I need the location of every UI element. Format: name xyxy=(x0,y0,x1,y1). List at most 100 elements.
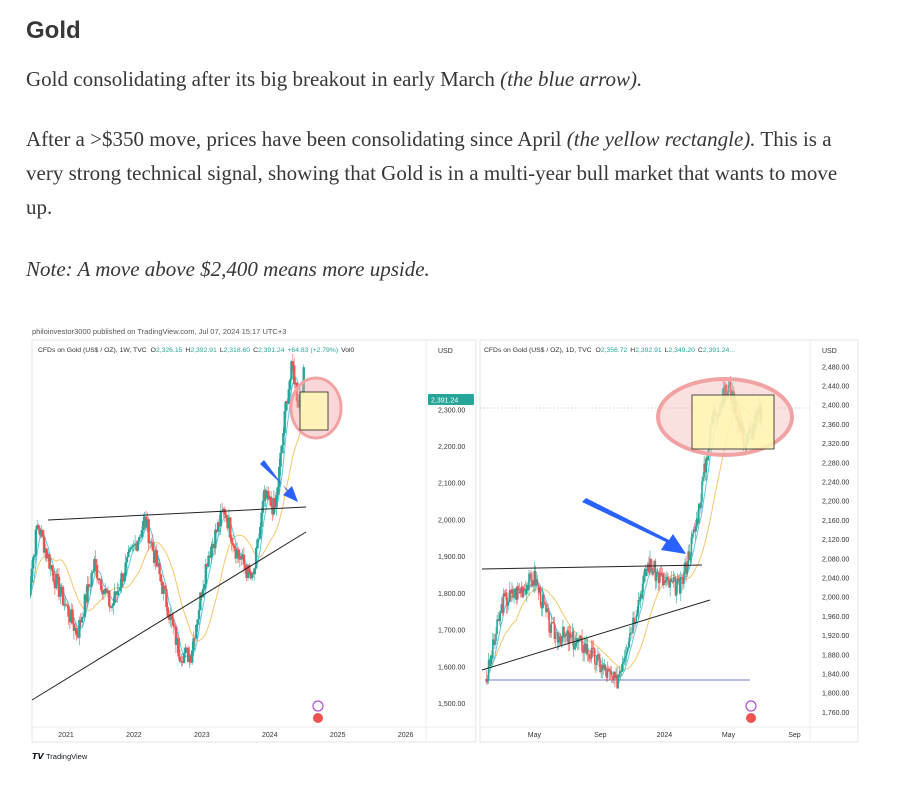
left-candle-body xyxy=(250,572,254,579)
left-candle-body xyxy=(42,536,46,553)
right-candle-body xyxy=(647,563,649,571)
paragraph-note: Note: A move above $2,400 means more ups… xyxy=(26,252,430,286)
left-candle-body xyxy=(79,619,82,623)
left-candle-body xyxy=(129,547,133,550)
right-candle-body xyxy=(704,463,706,473)
left-candle-body xyxy=(188,655,191,663)
right-candle-body xyxy=(583,643,585,653)
right-candle-body xyxy=(666,576,668,580)
left-candle-body xyxy=(167,617,171,620)
left-candle-body xyxy=(229,517,232,538)
right-breakout-arrow xyxy=(582,498,686,554)
paragraph-breakout-note: (the blue arrow). xyxy=(500,67,643,91)
tradingview-logo-text: TradingView xyxy=(46,752,88,761)
left-candle-body xyxy=(245,569,248,578)
right-x-axis: May Sep 2024 May Sep xyxy=(528,732,801,739)
right-candle-body xyxy=(724,385,727,402)
right-candle-body xyxy=(566,630,568,635)
left-candle-body xyxy=(272,498,276,515)
left-ohlc-c: 2,391.24 xyxy=(258,347,285,354)
right-candle-body xyxy=(523,588,526,590)
right-candle-body xyxy=(696,518,699,524)
left-candle-body xyxy=(55,573,58,589)
right-candle-body xyxy=(638,599,641,602)
right-candle-body xyxy=(630,632,632,634)
right-candle-body xyxy=(543,594,545,604)
left-candle-body xyxy=(158,563,161,575)
left-candle-body xyxy=(264,489,267,499)
right-candle-body xyxy=(528,573,530,590)
left-x-tick-2: 2023 xyxy=(194,732,210,739)
left-candle-body xyxy=(204,563,208,585)
left-candle-body xyxy=(259,526,262,539)
left-candle-body xyxy=(40,529,43,536)
left-candle-body xyxy=(230,537,233,544)
right-candle-body xyxy=(598,654,600,660)
right-candle-body xyxy=(593,648,596,664)
right-y-tick-9: 2,120.00 xyxy=(822,537,849,544)
right-candle-body xyxy=(650,558,652,568)
left-x-tick-0: 2021 xyxy=(58,732,74,739)
right-candle-body xyxy=(506,603,509,606)
left-candle-body xyxy=(282,433,285,446)
left-ohlc-o-label: O xyxy=(151,347,156,354)
left-candle-body xyxy=(135,543,138,551)
right-candle-body xyxy=(659,572,662,576)
left-candle-body xyxy=(242,554,246,565)
right-candle-body xyxy=(655,571,658,581)
left-candle-body xyxy=(211,543,214,547)
left-candle-body xyxy=(225,514,228,518)
right-x-tick-0: May xyxy=(528,732,542,739)
left-candle-body xyxy=(30,568,33,583)
right-ohlc-l: 2,349.20 xyxy=(668,347,695,354)
left-candle-body xyxy=(118,587,122,591)
left-breakout-arrow xyxy=(260,460,298,502)
right-candle-body xyxy=(672,577,675,583)
left-candle-body xyxy=(128,549,131,552)
right-candle-body xyxy=(705,457,708,473)
left-candle-body xyxy=(44,548,47,553)
left-candle-body xyxy=(152,550,156,563)
right-dividend-event-icon[interactable] xyxy=(745,700,757,712)
left-candle-body xyxy=(48,554,51,569)
right-candle-body xyxy=(507,601,510,604)
left-candle-body xyxy=(99,579,103,590)
right-x-tick-1: Sep xyxy=(594,732,607,739)
left-candle-body xyxy=(174,626,178,645)
right-candle-body xyxy=(686,567,688,575)
left-candle-body xyxy=(189,655,193,663)
right-ohlc-c: 2,391.24... xyxy=(703,347,735,354)
right-candle-body xyxy=(612,676,614,680)
right-y-tick-6: 2,000.00 xyxy=(822,595,849,602)
right-candle-body xyxy=(607,668,610,672)
left-consolidation-box xyxy=(299,391,329,431)
right-candle-body xyxy=(725,385,728,395)
right-candle-body xyxy=(544,603,546,605)
charts-svg: philoinvestor3000 published on TradingVi… xyxy=(30,327,859,761)
right-y-tick-17: 2,440.00 xyxy=(822,384,849,391)
right-ohlc-l-label: L xyxy=(665,347,669,354)
right-y-tick-18: 2,480.00 xyxy=(822,364,849,371)
left-candle-body xyxy=(173,625,176,627)
right-candle-body xyxy=(588,654,591,659)
left-candle-body xyxy=(136,541,140,551)
right-us-flag-event-icon[interactable] xyxy=(746,713,756,723)
right-candle-body xyxy=(562,626,564,637)
left-candle-body xyxy=(297,401,300,408)
left-candle-body xyxy=(283,411,286,434)
left-candle-body xyxy=(268,496,271,500)
left-candle-body xyxy=(113,591,116,604)
left-candle-body xyxy=(33,555,36,558)
right-candle-body xyxy=(579,635,581,640)
right-candle-body xyxy=(582,651,584,653)
right-candle-body xyxy=(670,578,673,582)
right-candle-body xyxy=(574,642,577,647)
left-candle-body xyxy=(253,568,256,575)
left-dividend-event-icon[interactable] xyxy=(312,700,324,712)
left-us-flag-event-icon[interactable] xyxy=(313,713,323,723)
left-candle-body xyxy=(109,606,112,608)
right-candle-body xyxy=(677,578,680,580)
right-rising-trendline xyxy=(481,599,711,671)
left-candle-body xyxy=(278,466,281,488)
right-candle-body xyxy=(643,569,646,576)
